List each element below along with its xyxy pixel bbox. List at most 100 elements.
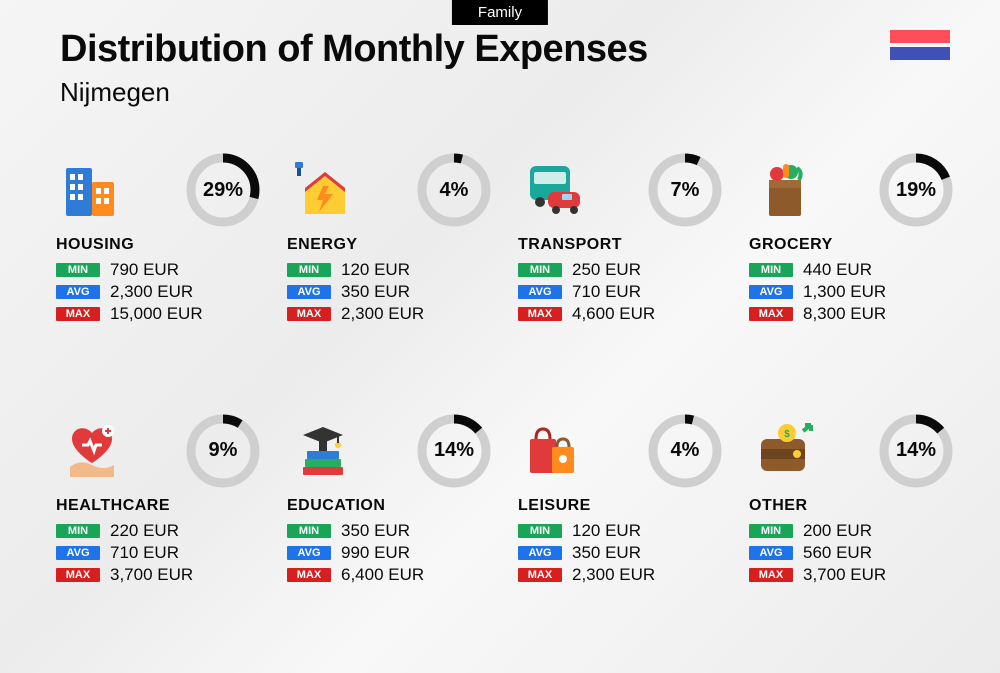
- expense-card-healthcare: 9% HEALTHCARE MIN 220 EURAVG710 EURMAX3,700…: [50, 411, 267, 654]
- stat-value-avg: 350 EUR: [341, 282, 410, 302]
- badge-max: MAX: [56, 307, 100, 321]
- svg-text:$: $: [784, 429, 790, 440]
- flag-icon: [890, 30, 950, 64]
- stats: MIN 250 EUR AVG 710 EURMAX4,600 EUR: [518, 260, 723, 324]
- percent-label: 14%: [878, 413, 954, 489]
- percent-donut: 19%: [878, 152, 954, 228]
- stat-row-avg: AVG710 EUR: [56, 543, 261, 563]
- percent-label: 4%: [647, 413, 723, 489]
- category-name: GROCERY: [749, 236, 954, 254]
- stat-value-avg: 710 EUR: [110, 543, 179, 563]
- stat-row-max: MAX 8,300 EUR: [749, 304, 954, 324]
- stats: MIN 220 EURAVG710 EURMAX3,700 EUR: [56, 521, 261, 585]
- stat-row-avg: AVG560 EUR: [749, 543, 954, 563]
- badge-min: MIN: [518, 524, 562, 538]
- badge-avg: AVG: [287, 285, 331, 299]
- stats: MIN 120 EUR AVG 350 EUR MAX 2,300 EUR: [287, 260, 492, 324]
- stats: MIN350 EUR AVG 990 EUR MAX 6,400 EUR: [287, 521, 492, 585]
- stat-row-min: MIN120 EUR: [518, 521, 723, 541]
- stat-row-avg: AVG350 EUR: [518, 543, 723, 563]
- stat-row-min: MIN 200 EUR: [749, 521, 954, 541]
- buildings-icon: [56, 154, 128, 226]
- shopping-bags-icon: [518, 415, 590, 487]
- badge-min: MIN: [749, 263, 793, 277]
- page-subtitle: Nijmegen: [60, 77, 940, 108]
- badge-min: MIN: [287, 263, 331, 277]
- stat-value-max: 2,300 EUR: [572, 565, 655, 585]
- badge-avg: AVG: [518, 285, 562, 299]
- stat-row-avg: AVG 710 EUR: [518, 282, 723, 302]
- category-tag: Family: [452, 0, 548, 25]
- category-name: HOUSING: [56, 236, 261, 254]
- wallet-icon: $: [749, 415, 821, 487]
- stats: MIN 790 EUR AVG 2,300 EUR MAX 15,000 EUR: [56, 260, 261, 324]
- stat-value-min: 250 EUR: [572, 260, 641, 280]
- stat-value-avg: 990 EUR: [341, 543, 410, 563]
- expense-card-other: $14%OTHERMIN200 EURAVG560 EURMAX3,700 EU…: [743, 411, 960, 654]
- expense-card-transport: 7%TRANSPORTMIN250 EURAVG710 EURMAX4,600 …: [512, 150, 729, 393]
- expense-card-grocery: 19% GROCERY MIN 440 EUR AVG 1,300 EUR MAX 8,300…: [743, 150, 960, 393]
- stat-value-min: 440 EUR: [803, 260, 872, 280]
- percent-donut: 14%: [878, 413, 954, 489]
- stat-value-max: 15,000 EUR: [110, 304, 203, 324]
- badge-min: MIN: [518, 263, 562, 277]
- stat-row-max: MAX 6,400 EUR: [287, 565, 492, 585]
- percent-donut: 7%: [647, 152, 723, 228]
- percent-label: 14%: [416, 413, 492, 489]
- badge-avg: AVG: [749, 285, 793, 299]
- stat-value-max: 2,300 EUR: [341, 304, 424, 324]
- badge-min: MIN: [749, 524, 793, 538]
- stat-row-min: MIN 440 EUR: [749, 260, 954, 280]
- percent-donut: 14%: [416, 413, 492, 489]
- stats: MIN 440 EUR AVG 1,300 EUR MAX 8,300 EUR: [749, 260, 954, 324]
- stat-value-min: 200 EUR: [803, 521, 872, 541]
- badge-max: MAX: [518, 568, 562, 582]
- percent-label: 9%: [185, 413, 261, 489]
- stat-value-avg: 1,300 EUR: [803, 282, 886, 302]
- grocery-bag-icon: [749, 154, 821, 226]
- stat-row-avg: AVG 1,300 EUR: [749, 282, 954, 302]
- stat-row-max: MAX 2,300 EUR: [518, 565, 723, 585]
- heart-hand-icon: [56, 415, 128, 487]
- stat-value-avg: 2,300 EUR: [110, 282, 193, 302]
- stat-row-min: MIN350 EUR: [287, 521, 492, 541]
- stat-row-max: MAX3,700 EUR: [56, 565, 261, 585]
- header: Distribution of Monthly Expenses Nijmege…: [60, 28, 940, 108]
- badge-max: MAX: [749, 568, 793, 582]
- category-name: LEISURE: [518, 497, 723, 515]
- category-name: HEALTHCARE: [56, 497, 261, 515]
- percent-donut: 29%: [185, 152, 261, 228]
- stat-row-avg: AVG 990 EUR: [287, 543, 492, 563]
- stat-row-min: MIN 790 EUR: [56, 260, 261, 280]
- badge-avg: AVG: [56, 285, 100, 299]
- badge-max: MAX: [749, 307, 793, 321]
- percent-label: 4%: [416, 152, 492, 228]
- stat-row-max: MAX 2,300 EUR: [287, 304, 492, 324]
- badge-avg: AVG: [287, 546, 331, 560]
- stat-value-min: 790 EUR: [110, 260, 179, 280]
- stat-value-min: 120 EUR: [341, 260, 410, 280]
- percent-label: 19%: [878, 152, 954, 228]
- page-title: Distribution of Monthly Expenses: [60, 28, 940, 71]
- badge-max: MAX: [287, 568, 331, 582]
- percent-donut: 9%: [185, 413, 261, 489]
- stat-value-min: 220 EUR: [110, 521, 179, 541]
- stat-value-avg: 710 EUR: [572, 282, 641, 302]
- badge-min: MIN: [56, 524, 100, 538]
- stat-row-max: MAX4,600 EUR: [518, 304, 723, 324]
- expense-grid: 29% HOUSING MIN 790 EUR AVG 2,300 EUR MAX 15,00…: [50, 150, 960, 653]
- stat-value-max: 8,300 EUR: [803, 304, 886, 324]
- badge-avg: AVG: [518, 546, 562, 560]
- stat-row-min: MIN 120 EUR: [287, 260, 492, 280]
- expense-card-energy: 4%ENERGYMIN120 EURAVG350 EURMAX2,300 EUR: [281, 150, 498, 393]
- percent-donut: 4%: [647, 413, 723, 489]
- flag-stripe-bottom: [890, 47, 950, 60]
- stat-row-avg: AVG 2,300 EUR: [56, 282, 261, 302]
- stat-value-max: 6,400 EUR: [341, 565, 424, 585]
- flag-stripe-top: [890, 30, 950, 43]
- energy-house-icon: [287, 154, 359, 226]
- badge-min: MIN: [56, 263, 100, 277]
- stat-row-max: MAX3,700 EUR: [749, 565, 954, 585]
- stat-value-avg: 560 EUR: [803, 543, 872, 563]
- badge-max: MAX: [287, 307, 331, 321]
